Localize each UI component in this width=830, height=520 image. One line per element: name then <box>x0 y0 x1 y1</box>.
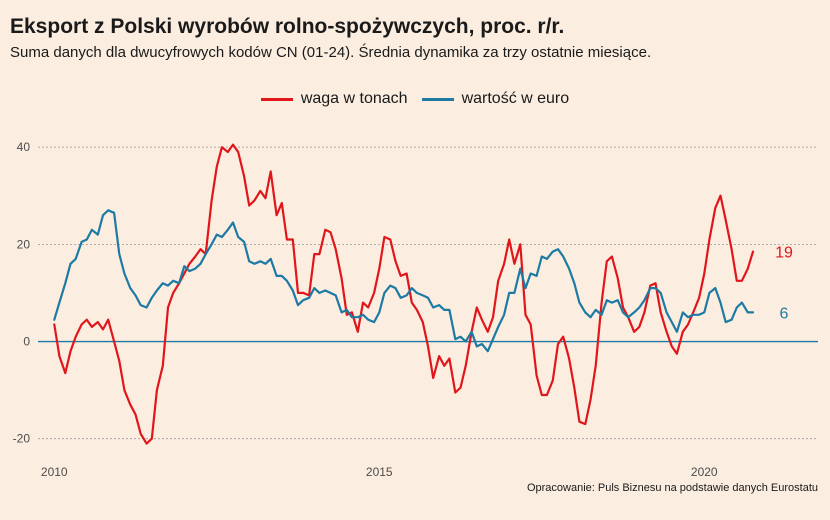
x-tick-label: 2020 <box>691 465 718 479</box>
chart-subtitle: Suma danych dla dwucyfrowych kodów CN (0… <box>10 44 652 61</box>
legend-label-waga: waga w tonach <box>300 90 408 107</box>
legend-swatch-wartosc <box>421 97 454 101</box>
end-value-label-1: 6 <box>780 305 789 322</box>
legend-swatch-waga <box>260 97 293 101</box>
series-line-1 <box>53 209 755 353</box>
y-tick-label: 40 <box>17 140 31 154</box>
x-tick-label: 2010 <box>41 465 68 479</box>
y-tick-label: 0 <box>23 335 30 349</box>
source-caption: Opracowanie: Puls Biznesu na podstawie d… <box>526 482 818 494</box>
end-value-label-0: 19 <box>775 245 793 262</box>
series-line-0 <box>53 143 755 445</box>
y-tick-label: 20 <box>17 237 31 251</box>
legend-label-wartosc: wartość w euro <box>461 90 570 107</box>
x-tick-label: 2015 <box>366 465 393 479</box>
legend-item-waga: waga w tonach <box>260 90 408 108</box>
legend-item-wartosc: wartość w euro <box>421 90 570 108</box>
y-tick-label: -20 <box>13 432 31 446</box>
legend: waga w tonach wartość w euro <box>0 90 830 108</box>
chart-title: Eksport z Polski wyrobów rolno-spożywczy… <box>10 15 565 38</box>
